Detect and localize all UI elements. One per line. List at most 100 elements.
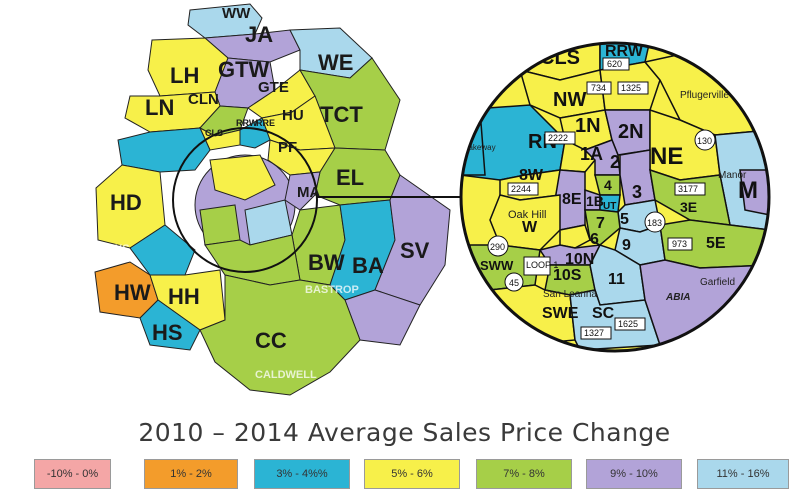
label-ja: JA	[245, 22, 273, 47]
inset-label-2: 2	[610, 152, 620, 172]
label-ba: BA	[352, 253, 384, 278]
map-title: 2010 – 2014 Average Sales Price Change	[138, 418, 671, 447]
county-label-hays: HAYS	[100, 243, 130, 255]
inset-area-6[interactable]	[559, 224, 591, 249]
label-gtw: GTW	[218, 57, 270, 82]
label-hs: HS	[152, 320, 183, 345]
legend-item-11-16: 11% - 16%	[697, 459, 789, 489]
svg-text:1325: 1325	[621, 83, 641, 93]
county-label-bastrop: BASTROP	[305, 284, 359, 296]
legend-label: 7% - 8%	[503, 468, 545, 480]
label-hw: HW	[114, 280, 151, 305]
label-rre: RRE	[256, 118, 275, 128]
legend-item-3-4: 3% - 4%%	[254, 459, 350, 489]
legend-item-neg10-0: -10% - 0%	[34, 459, 111, 489]
legend: -10% - 0% 1% - 2% 3% - 4%% 5% - 6% 7% - …	[34, 459, 794, 491]
label-ww: WW	[222, 5, 251, 22]
county-label-caldwell: CALDWELL	[255, 369, 317, 381]
svg-text:973: 973	[672, 239, 687, 249]
inset-label-8w: 8W	[519, 167, 544, 184]
road-loop-1: LOOP 1	[523, 256, 558, 276]
inset-label-11: 11	[608, 271, 625, 288]
road-973: 973	[667, 237, 693, 251]
place-garfield: Garfield	[700, 277, 735, 288]
area-ma[interactable]	[284, 171, 321, 211]
austin-area-map: WW JA LH GTW WE LN CLN GTE TCT HU CLS RR…	[94, 3, 771, 396]
area-rrw[interactable]	[239, 117, 271, 149]
road-3177: 3177	[674, 182, 706, 196]
svg-text:620: 620	[607, 59, 622, 69]
inset-label-2n: 2N	[618, 121, 644, 143]
inset-label-10n: 10N	[565, 251, 594, 268]
inset-label-4: 4	[604, 177, 612, 193]
road-620: 620	[602, 57, 630, 71]
inset-label-5: 5	[620, 211, 629, 228]
label-hu: HU	[282, 107, 304, 124]
label-cc: CC	[255, 328, 287, 353]
area-hays-mid[interactable]	[129, 224, 196, 276]
svg-text:130: 130	[697, 136, 712, 146]
label-hh: HH	[168, 284, 200, 309]
road-45: 45	[504, 272, 524, 292]
inset-label-5e: 5E	[706, 235, 726, 252]
inset-label-ut: UT	[603, 201, 616, 212]
inset-label-m: M	[738, 177, 758, 204]
road-shields: 620 734 1325 2222 3177 2244 973 1327 162…	[487, 57, 716, 340]
area-cc[interactable]	[199, 274, 361, 396]
legend-label: 3% - 4%%	[276, 468, 328, 480]
svg-text:734: 734	[591, 83, 606, 93]
inset-label-1n: 1N	[575, 115, 601, 137]
place-abia: ABIA	[665, 292, 690, 303]
inset-label-3: 3	[632, 182, 642, 202]
svg-text:1625: 1625	[618, 319, 638, 329]
svg-text:2244: 2244	[511, 184, 531, 194]
inset-ring	[459, 41, 771, 353]
road-2222: 2222	[544, 131, 576, 145]
inset-area-m[interactable]	[739, 169, 770, 216]
area-hs[interactable]	[139, 299, 201, 351]
legend-label: 11% - 16%	[716, 468, 770, 480]
label-bw: BW	[308, 250, 345, 275]
inset-area-w[interactable]	[489, 194, 561, 251]
core-ring	[172, 127, 318, 273]
label-cls: CLS	[205, 128, 223, 138]
label-rrw: RRW	[236, 118, 258, 128]
area-core-sw[interactable]	[199, 204, 241, 246]
legend-label: 1% - 2%	[170, 468, 212, 480]
inset-label-sc: SC	[592, 305, 615, 322]
label-we: WE	[318, 50, 353, 75]
label-sv: SV	[400, 238, 430, 263]
inset-label-rrw: RRW	[605, 43, 644, 60]
inset-label-sww: SWW	[480, 258, 514, 273]
inset-label-ne: NE	[650, 143, 683, 170]
svg-text:45: 45	[509, 278, 519, 288]
road-1625: 1625	[614, 317, 646, 331]
inset-area-1a[interactable]	[559, 138, 597, 173]
inset-label-10s: 10S	[553, 267, 582, 284]
svg-text:1327: 1327	[584, 328, 604, 338]
inset-label-swe: SWE	[542, 305, 579, 322]
inset-label-6: 6	[590, 231, 599, 248]
road-130: 130	[694, 129, 716, 151]
area-core-north[interactable]	[209, 154, 276, 201]
label-ln: LN	[145, 95, 174, 120]
svg-text:2222: 2222	[548, 133, 568, 143]
place-oak-hill: Oak Hill	[508, 209, 547, 221]
svg-text:290: 290	[490, 242, 505, 252]
place-san-leanna: San Leanna	[543, 289, 597, 300]
inset-label-1a: 1A	[580, 144, 603, 164]
inset-label-nw: NW	[553, 89, 586, 111]
label-ma: MA	[297, 184, 320, 201]
label-lh: LH	[170, 63, 199, 88]
area-west-travis[interactable]	[117, 127, 211, 173]
legend-item-7-8: 7% - 8%	[476, 459, 572, 489]
inset-label-7: 7	[596, 215, 605, 232]
svg-text:3177: 3177	[678, 184, 698, 194]
legend-label: -10% - 0%	[46, 468, 99, 480]
label-el: EL	[336, 165, 364, 190]
label-cln: CLN	[188, 91, 219, 108]
inset-label-1b: 1B	[586, 193, 604, 209]
inset-label-3e: 3E	[680, 199, 697, 215]
place-pflugerville: Pflugerville	[680, 90, 729, 101]
area-sv[interactable]	[374, 174, 451, 306]
